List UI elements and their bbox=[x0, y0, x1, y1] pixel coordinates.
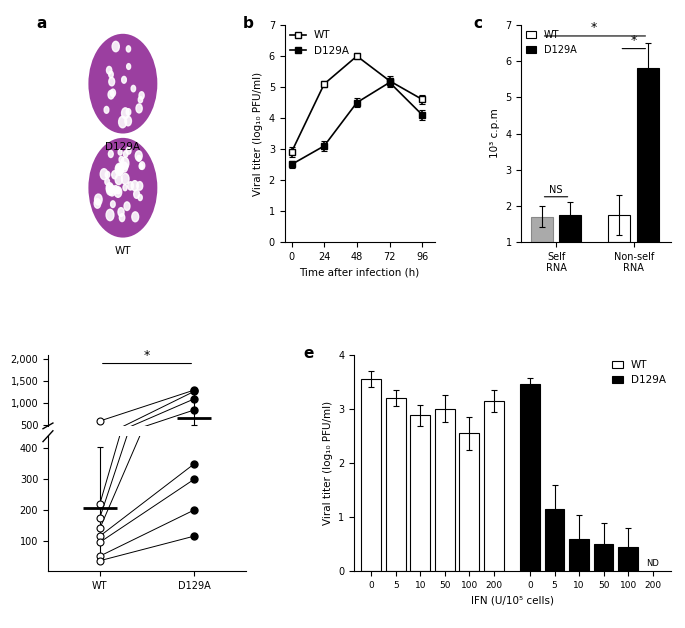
Bar bbox=[410, 415, 430, 571]
Circle shape bbox=[125, 116, 132, 126]
Circle shape bbox=[136, 104, 142, 113]
Bar bbox=[569, 539, 589, 571]
Circle shape bbox=[132, 181, 138, 191]
Circle shape bbox=[119, 116, 127, 127]
Text: b: b bbox=[242, 16, 253, 31]
Circle shape bbox=[132, 212, 138, 222]
Text: ND: ND bbox=[622, 559, 634, 568]
Circle shape bbox=[137, 155, 141, 161]
Circle shape bbox=[108, 185, 116, 196]
Circle shape bbox=[109, 71, 113, 78]
Text: NS: NS bbox=[549, 185, 563, 195]
Bar bbox=[531, 217, 553, 242]
Circle shape bbox=[139, 163, 143, 169]
Circle shape bbox=[109, 77, 114, 86]
Bar bbox=[362, 379, 381, 571]
Text: e: e bbox=[303, 346, 314, 361]
Text: a: a bbox=[36, 16, 47, 31]
Circle shape bbox=[122, 77, 126, 84]
Y-axis label: Viral titer (log₁₀ PFU/ml): Viral titer (log₁₀ PFU/ml) bbox=[323, 401, 333, 525]
Circle shape bbox=[138, 195, 142, 200]
Legend: WT, D129A: WT, D129A bbox=[612, 360, 666, 385]
Text: ND: ND bbox=[646, 559, 659, 568]
Text: c: c bbox=[473, 16, 482, 31]
Circle shape bbox=[118, 149, 122, 155]
Circle shape bbox=[112, 41, 119, 51]
Circle shape bbox=[140, 162, 145, 170]
Circle shape bbox=[118, 166, 123, 174]
Legend: WT, D129A: WT, D129A bbox=[290, 30, 349, 55]
Bar bbox=[460, 433, 479, 571]
Circle shape bbox=[119, 214, 125, 222]
Text: D129A: D129A bbox=[105, 142, 140, 152]
Circle shape bbox=[126, 147, 131, 154]
Bar bbox=[608, 215, 630, 242]
Circle shape bbox=[106, 67, 112, 74]
Circle shape bbox=[124, 202, 130, 210]
Circle shape bbox=[112, 171, 117, 179]
Circle shape bbox=[121, 108, 129, 119]
Circle shape bbox=[127, 63, 131, 70]
Circle shape bbox=[110, 89, 116, 97]
Circle shape bbox=[134, 190, 140, 198]
Circle shape bbox=[100, 169, 108, 180]
Circle shape bbox=[139, 92, 144, 99]
Circle shape bbox=[88, 34, 158, 134]
Text: WT: WT bbox=[114, 246, 131, 256]
Bar bbox=[637, 68, 659, 242]
Y-axis label: 10³ c.p.m: 10³ c.p.m bbox=[490, 109, 500, 158]
Circle shape bbox=[131, 85, 136, 92]
Legend: WT, D129A: WT, D129A bbox=[526, 30, 577, 55]
Circle shape bbox=[106, 209, 114, 220]
Circle shape bbox=[114, 187, 122, 197]
Circle shape bbox=[115, 163, 123, 175]
Circle shape bbox=[123, 185, 127, 191]
Circle shape bbox=[137, 181, 142, 190]
Circle shape bbox=[138, 97, 142, 103]
Bar bbox=[545, 509, 564, 571]
Circle shape bbox=[116, 188, 121, 194]
Circle shape bbox=[121, 173, 129, 185]
Circle shape bbox=[135, 151, 142, 161]
Bar bbox=[484, 401, 503, 571]
Circle shape bbox=[105, 178, 110, 185]
Circle shape bbox=[123, 151, 128, 157]
Circle shape bbox=[94, 198, 101, 208]
X-axis label: IFN (U/10⁵ cells): IFN (U/10⁵ cells) bbox=[471, 596, 554, 606]
Bar bbox=[386, 398, 406, 571]
X-axis label: Time after infection (h): Time after infection (h) bbox=[299, 267, 420, 277]
Circle shape bbox=[106, 183, 113, 193]
Text: *: * bbox=[590, 21, 597, 34]
Circle shape bbox=[104, 107, 109, 113]
Y-axis label: Viral titer (log₁₀ PFU/ml): Viral titer (log₁₀ PFU/ml) bbox=[253, 72, 263, 195]
Circle shape bbox=[106, 184, 114, 195]
Text: *: * bbox=[144, 349, 150, 362]
Circle shape bbox=[119, 156, 123, 163]
Bar bbox=[594, 544, 614, 571]
Circle shape bbox=[88, 138, 158, 237]
Bar bbox=[619, 547, 638, 571]
Circle shape bbox=[127, 181, 134, 190]
Text: *: * bbox=[631, 34, 637, 47]
Bar bbox=[435, 409, 455, 571]
Circle shape bbox=[121, 157, 129, 170]
Circle shape bbox=[115, 175, 123, 185]
Circle shape bbox=[108, 90, 114, 99]
Bar bbox=[560, 215, 582, 242]
Circle shape bbox=[116, 164, 123, 175]
Circle shape bbox=[121, 162, 127, 172]
Bar bbox=[521, 384, 540, 571]
Circle shape bbox=[113, 186, 119, 193]
Circle shape bbox=[126, 109, 131, 116]
Circle shape bbox=[110, 201, 115, 207]
Circle shape bbox=[126, 46, 131, 52]
Circle shape bbox=[118, 208, 124, 217]
Circle shape bbox=[105, 171, 110, 178]
Circle shape bbox=[95, 194, 102, 205]
Circle shape bbox=[108, 151, 113, 158]
